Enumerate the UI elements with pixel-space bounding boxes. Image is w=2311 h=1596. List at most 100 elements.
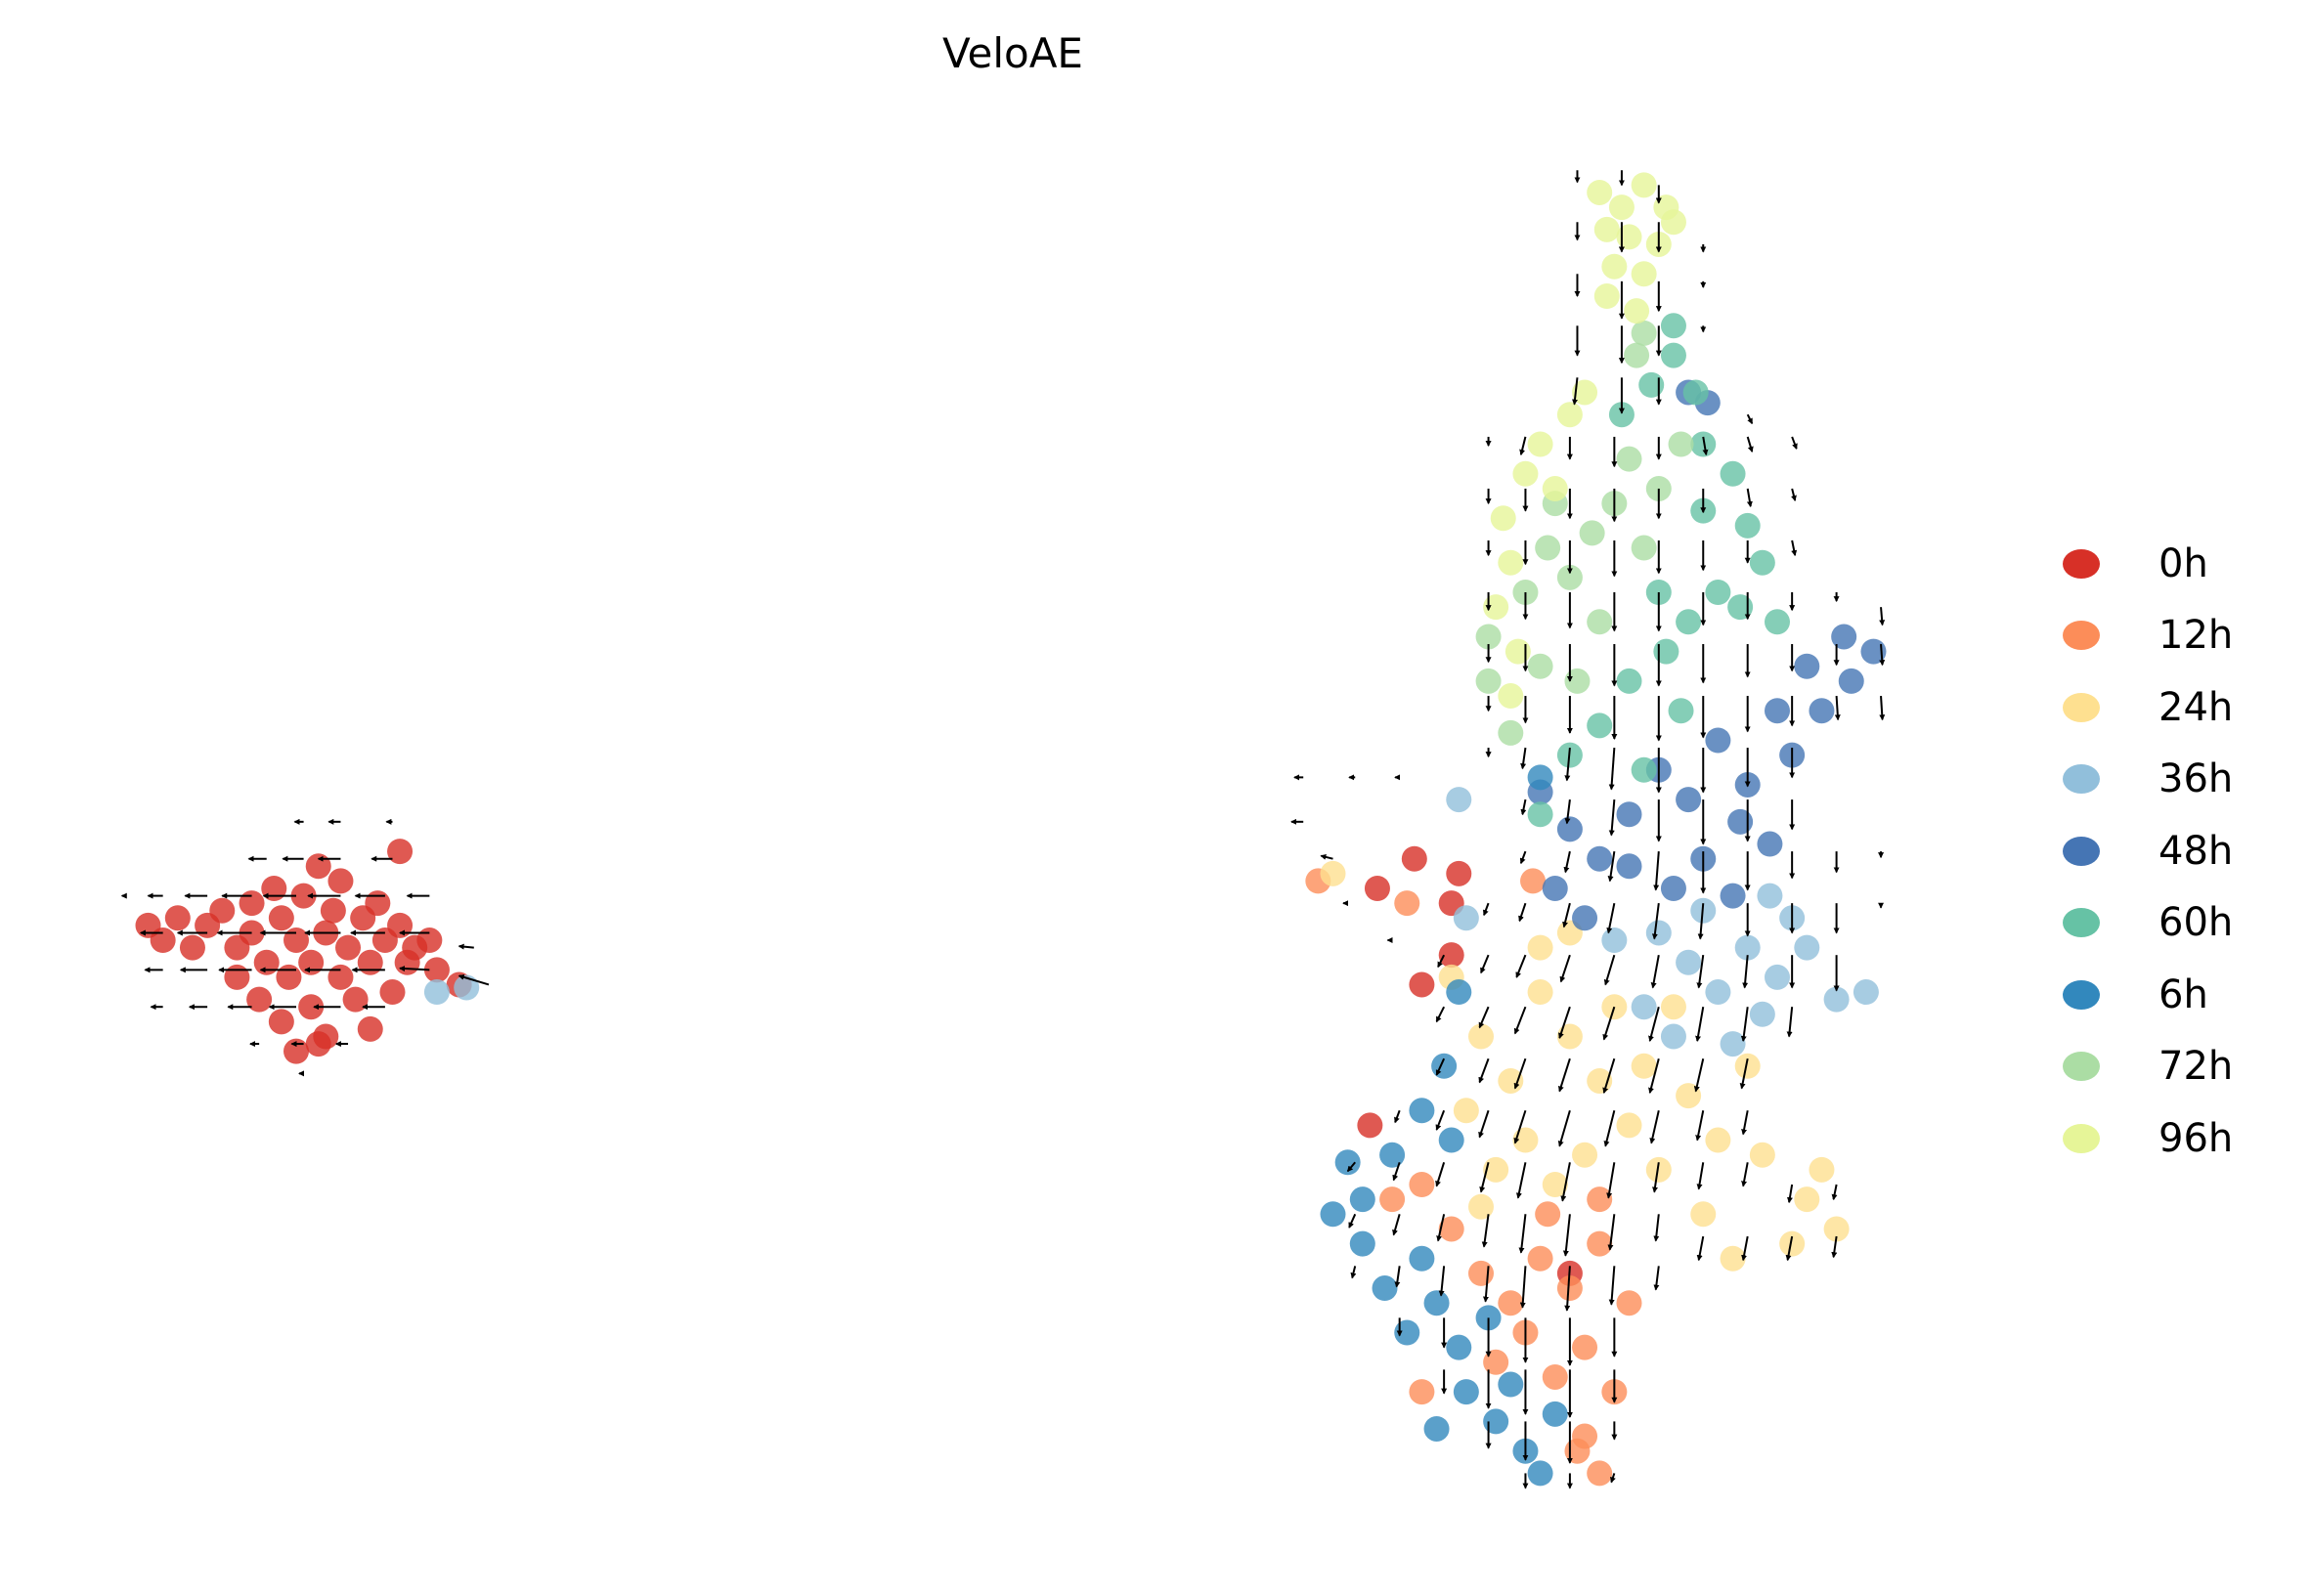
- point-6h: [1349, 1186, 1375, 1213]
- legend-marker-icon: [2063, 692, 2100, 722]
- point-48h: [1542, 876, 1568, 901]
- point-6h: [1394, 1319, 1420, 1346]
- point-36h: [454, 974, 480, 1001]
- velocity-arrow: [1607, 1214, 1616, 1251]
- point-12h: [1542, 1363, 1568, 1390]
- point-48h: [1572, 905, 1598, 931]
- point-72h: [1616, 446, 1642, 472]
- point-24h: [1660, 994, 1686, 1020]
- point-0h: [365, 890, 391, 917]
- point-6h: [1453, 1379, 1479, 1405]
- velocity-arrow: [1702, 436, 1709, 456]
- velocity-arrow: [1350, 1266, 1357, 1279]
- legend-label: 48h: [2158, 828, 2234, 874]
- velocity-arrow: [1563, 850, 1571, 874]
- velocity-arrow: [1697, 903, 1705, 940]
- point-72h: [1527, 653, 1553, 679]
- point-6h: [1423, 1290, 1450, 1316]
- point-60h: [1705, 580, 1731, 605]
- velocity-arrow: [1564, 747, 1571, 782]
- point-0h: [283, 1038, 309, 1064]
- point-48h: [1727, 808, 1754, 835]
- point-24h: [1572, 1142, 1598, 1168]
- point-0h: [224, 964, 250, 990]
- point-0h: [298, 949, 325, 975]
- point-24h: [1483, 1156, 1509, 1183]
- point-6h: [1320, 1201, 1346, 1228]
- point-12h: [1409, 1379, 1435, 1405]
- velocity-arrow: [1392, 1161, 1401, 1182]
- point-0h: [387, 912, 414, 938]
- velocity-arrow: [1482, 1266, 1490, 1303]
- velocity-arrow: [1653, 1266, 1660, 1291]
- point-36h: [1453, 905, 1479, 931]
- point-24h: [1320, 860, 1346, 886]
- point-36h: [1631, 994, 1657, 1020]
- point-24h: [1512, 1127, 1539, 1153]
- legend-item-96h: 96h: [2053, 1102, 2233, 1175]
- point-72h: [1631, 535, 1657, 561]
- point-36h: [1676, 949, 1702, 975]
- velocity-arrow: [1557, 1109, 1571, 1147]
- velocity-arrows-layer: [120, 170, 1886, 1489]
- point-96h: [1593, 216, 1620, 242]
- point-6h: [1409, 1098, 1435, 1124]
- velocity-arrow: [1480, 954, 1490, 974]
- point-6h: [1379, 1142, 1406, 1168]
- velocity-arrow: [1520, 798, 1527, 816]
- velocity-arrow: [1602, 1057, 1616, 1095]
- point-0h: [209, 897, 236, 924]
- point-24h: [1542, 1172, 1568, 1197]
- legend-item-0h: 0h: [2053, 528, 2233, 600]
- point-36h: [1645, 920, 1672, 946]
- point-48h: [1676, 787, 1702, 813]
- point-24h: [1468, 1023, 1494, 1050]
- point-96h: [1608, 194, 1635, 221]
- velocity-arrow: [1696, 1162, 1705, 1190]
- velocity-arrow: [1879, 643, 1886, 667]
- point-60h: [1668, 698, 1694, 724]
- legend-marker-icon: [2063, 979, 2100, 1010]
- velocity-arrow: [1394, 1109, 1401, 1124]
- velocity-arrow: [1558, 1006, 1571, 1039]
- point-12h: [1572, 1334, 1598, 1360]
- point-0h: [164, 905, 191, 931]
- point-72h: [1475, 668, 1502, 694]
- velocity-arrow: [1648, 1057, 1660, 1095]
- point-48h: [1616, 853, 1642, 880]
- velocity-arrow: [1478, 1057, 1490, 1084]
- point-0h: [423, 957, 450, 983]
- velocity-arrow: [1650, 954, 1660, 989]
- legend-label: 0h: [2158, 540, 2208, 586]
- point-24h: [1556, 1023, 1583, 1050]
- point-0h: [261, 876, 287, 901]
- velocity-arrow: [1320, 853, 1333, 860]
- point-60h: [1727, 594, 1754, 621]
- point-96h: [1631, 261, 1657, 287]
- velocity-arrow: [1608, 748, 1616, 791]
- legend-label: 12h: [2158, 613, 2234, 659]
- legend-item-60h: 60h: [2053, 887, 2233, 960]
- point-60h: [1616, 668, 1642, 694]
- velocity-arrow: [1435, 1109, 1446, 1131]
- velocity-arrow: [1518, 1214, 1527, 1254]
- point-60h: [1765, 609, 1790, 635]
- velocity-arrow: [1481, 1214, 1490, 1248]
- velocity-arrow: [1834, 695, 1841, 721]
- point-24h: [1823, 1216, 1850, 1242]
- velocity-arrow: [1746, 488, 1753, 508]
- point-0h: [253, 949, 280, 975]
- point-6h: [1542, 1401, 1568, 1427]
- point-24h: [1498, 1067, 1524, 1094]
- velocity-arrow: [1478, 1109, 1490, 1139]
- velocity-arrow: [1348, 1213, 1357, 1229]
- point-72h: [1475, 624, 1502, 650]
- point-24h: [1453, 1098, 1479, 1124]
- point-60h: [1676, 609, 1702, 635]
- point-0h: [305, 1031, 331, 1057]
- point-6h: [1438, 1127, 1464, 1153]
- point-48h: [1860, 638, 1887, 665]
- legend-label: 24h: [2158, 684, 2234, 730]
- point-0h: [283, 927, 309, 954]
- point-96h: [1631, 172, 1657, 198]
